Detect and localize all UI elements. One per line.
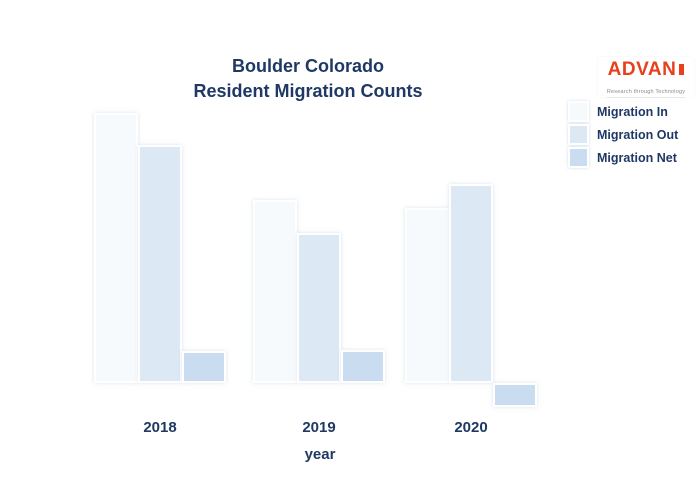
bar-migration-net-2019	[341, 350, 385, 383]
bar-migration-net-2020	[493, 383, 537, 407]
legend-swatch-migration-in	[568, 101, 589, 122]
x-axis-title: year	[304, 446, 336, 463]
x-tick-2019: 2019	[302, 419, 336, 436]
legend-swatch-migration-out	[568, 124, 589, 145]
advan-logo-mark-icon	[679, 64, 685, 75]
legend: Migration In Migration Out Migration Net	[568, 101, 678, 170]
legend-entry-migration-out: Migration Out	[568, 124, 678, 145]
bar-migration-net-2018	[182, 351, 226, 383]
bar-migration-in-2018	[94, 113, 138, 383]
chart-title-line2: Resident Migration Counts	[193, 81, 423, 101]
bar-migration-out-2018	[138, 145, 182, 383]
legend-swatch-migration-net	[568, 147, 589, 168]
legend-label-migration-net: Migration Net	[597, 150, 677, 165]
bar-migration-in-2019	[253, 200, 297, 383]
bar-migration-out-2020	[449, 184, 493, 383]
legend-entry-migration-in: Migration In	[568, 101, 678, 122]
legend-label-migration-in: Migration In	[597, 104, 668, 119]
chart-title-line1: Boulder Colorado	[232, 56, 384, 76]
chart-title: Boulder Colorado Resident Migration Coun…	[0, 54, 616, 104]
bar-migration-out-2019	[297, 233, 341, 383]
x-tick-2020: 2020	[454, 419, 488, 436]
legend-label-migration-out: Migration Out	[597, 127, 679, 142]
advan-logo: ADVAN Research through Technology	[598, 57, 694, 98]
legend-entry-migration-net: Migration Net	[568, 147, 678, 168]
advan-logo-tagline: Research through Technology	[606, 89, 686, 98]
advan-logo-text: ADVAN	[607, 59, 677, 80]
bar-migration-in-2020	[405, 208, 449, 383]
x-tick-2018: 2018	[143, 419, 177, 436]
